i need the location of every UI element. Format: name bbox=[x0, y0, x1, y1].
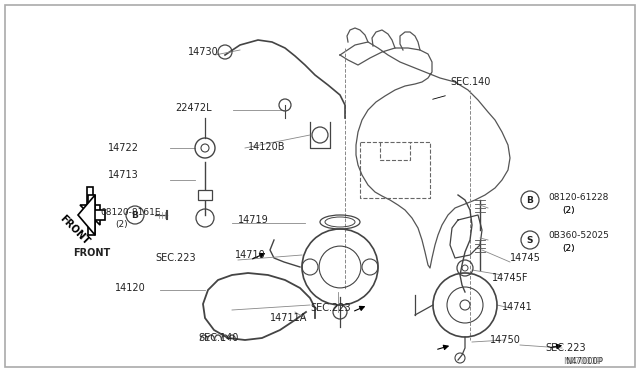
Text: 14750: 14750 bbox=[490, 335, 521, 345]
Text: 0B360-52025: 0B360-52025 bbox=[548, 231, 609, 240]
Text: 14722: 14722 bbox=[108, 143, 139, 153]
Text: FRONT: FRONT bbox=[73, 248, 110, 258]
Text: 08120-8161E: 08120-8161E bbox=[100, 208, 161, 217]
Text: B: B bbox=[132, 211, 138, 219]
Text: 14711A: 14711A bbox=[270, 313, 307, 323]
Polygon shape bbox=[80, 187, 100, 225]
Text: (2): (2) bbox=[562, 244, 575, 253]
Text: SEC.223: SEC.223 bbox=[310, 303, 351, 313]
Text: 14120B: 14120B bbox=[248, 142, 285, 152]
Text: 14745F: 14745F bbox=[492, 273, 529, 283]
Text: 22472L: 22472L bbox=[175, 103, 212, 113]
Bar bbox=[198, 190, 212, 200]
Text: B: B bbox=[527, 196, 533, 205]
Text: SEC.223: SEC.223 bbox=[155, 253, 196, 263]
Text: 14710: 14710 bbox=[235, 250, 266, 260]
Text: 14730: 14730 bbox=[188, 47, 219, 57]
Text: SEC.223: SEC.223 bbox=[545, 343, 586, 353]
Text: FRONT: FRONT bbox=[58, 213, 92, 247]
Text: 14120: 14120 bbox=[115, 283, 146, 293]
Polygon shape bbox=[88, 195, 105, 235]
Text: (2): (2) bbox=[562, 205, 575, 215]
Text: SEC.140: SEC.140 bbox=[198, 333, 238, 343]
Text: S: S bbox=[527, 235, 533, 244]
Text: N47000P: N47000P bbox=[565, 357, 603, 366]
Text: 14719: 14719 bbox=[238, 215, 269, 225]
Text: 14745: 14745 bbox=[510, 253, 541, 263]
Text: 14741: 14741 bbox=[502, 302, 532, 312]
Text: 14713: 14713 bbox=[108, 170, 139, 180]
Text: SEC.140: SEC.140 bbox=[450, 77, 490, 87]
Text: N47000P: N47000P bbox=[563, 357, 601, 366]
Text: (2): (2) bbox=[562, 244, 575, 253]
Text: (2): (2) bbox=[115, 219, 127, 228]
Polygon shape bbox=[78, 195, 95, 235]
Text: 08120-61228: 08120-61228 bbox=[548, 192, 609, 202]
Text: (2): (2) bbox=[562, 205, 575, 215]
